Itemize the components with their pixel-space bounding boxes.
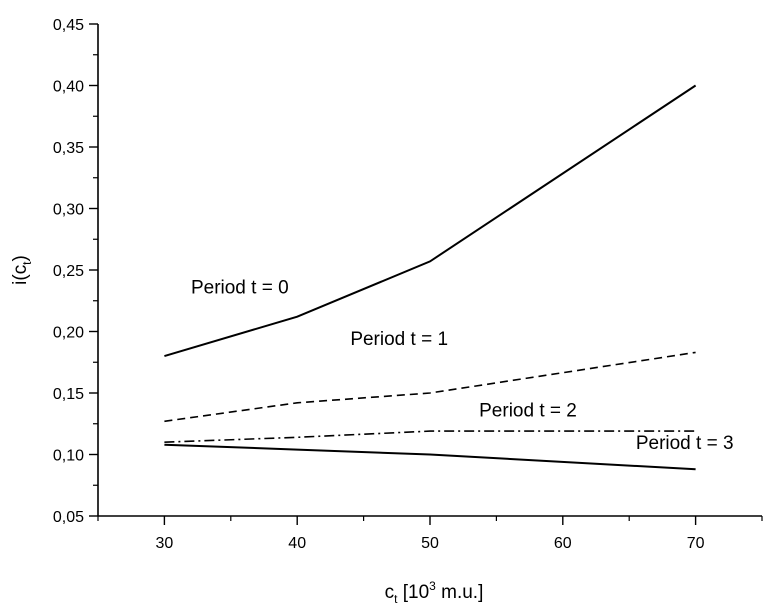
series-line-t0	[164, 84, 697, 358]
y-tick-label: 0,05	[53, 509, 84, 526]
x-tick-label: 60	[554, 535, 572, 552]
x-axis-title: ct [103 m.u.]	[385, 579, 484, 605]
series-label-t0: Period t = 0	[191, 277, 289, 298]
x-tick-label: 40	[288, 535, 306, 552]
x-axis-title-subscript: t	[394, 592, 398, 605]
y-tick-label: 0,45	[53, 17, 84, 34]
series-label-t3: Period t = 3	[636, 433, 734, 454]
x-tick-label: 30	[156, 535, 174, 552]
y-tick-label: 0,40	[53, 79, 84, 96]
y-axis-title-tail: )	[10, 255, 31, 261]
y-tick-label: 0,20	[53, 325, 84, 342]
x-axis-title-superscript: 3	[429, 579, 436, 593]
y-tick-label: 0,10	[53, 448, 84, 465]
x-tick-label: 50	[421, 535, 439, 552]
x-tick-label: 70	[687, 535, 705, 552]
y-tick-label: 0,25	[53, 263, 84, 280]
series-label-t1: Period t = 1	[350, 329, 448, 350]
series-line-t3	[164, 443, 696, 471]
x-axis-title-unit: [10	[397, 582, 429, 603]
series-line-t2	[164, 430, 696, 443]
y-axis-title: i(ct)	[10, 255, 34, 285]
y-axis-title-subscript: t	[20, 261, 34, 265]
series-line-t1	[164, 351, 696, 423]
x-axis-title-tail: m.u.]	[436, 582, 484, 603]
y-tick-label: 0,15	[53, 386, 84, 403]
y-tick-label: 0,30	[53, 202, 84, 219]
y-tick-label: 0,35	[53, 140, 84, 157]
series-label-t2: Period t = 2	[479, 400, 577, 421]
